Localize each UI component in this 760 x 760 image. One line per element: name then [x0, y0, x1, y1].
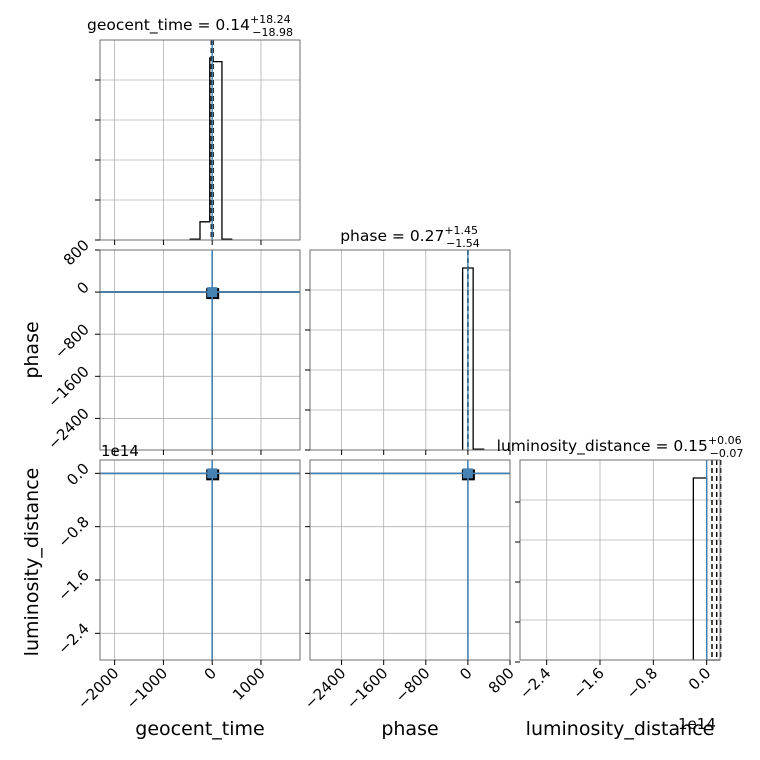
xtick-label-phase: 0	[456, 664, 475, 683]
ytick-label-luminosity_distance: −2.4	[54, 619, 92, 657]
panel-frame	[99, 249, 301, 451]
exponent-label-x: 1e14	[678, 715, 716, 733]
ytick-label-luminosity_distance: −1.6	[54, 566, 92, 604]
xtick-label-phase: −2400	[301, 664, 350, 713]
panel-frame	[309, 459, 511, 661]
title-text: phase = 0.27+1.45 −1.54	[340, 224, 480, 250]
title-text: luminosity_distance = 0.15+0.06 −0.07	[497, 434, 744, 460]
title-phase: phase = 0.27+1.45 −1.54	[340, 224, 480, 250]
histogram-luminosity_distance	[692, 460, 722, 661]
panel-frame	[309, 249, 511, 451]
xtick-label-luminosity_distance: −1.6	[569, 664, 607, 702]
scatter-geocent_time-luminosity_distance	[100, 460, 300, 660]
histogram-phase	[461, 250, 485, 450]
xtick-label-phase: 800	[485, 664, 518, 697]
xtick-label-luminosity_distance: −2.4	[516, 664, 554, 702]
panel-frame	[99, 39, 301, 241]
truth-marker	[207, 287, 218, 298]
panel-geocent_time-luminosity_distance	[100, 460, 300, 660]
panel-phase-phase	[310, 250, 511, 450]
ytick-label-phase: −1600	[44, 362, 93, 411]
scatter-geocent_time-phase	[100, 250, 300, 450]
xtick-label-luminosity_distance: 0.0	[685, 664, 715, 694]
ytick-label-phase: −800	[51, 320, 93, 362]
ytick-label-phase: 0	[73, 278, 92, 297]
xtick-label-geocent_time: 0	[201, 664, 220, 683]
ylabel-luminosity-distance: luminosity_distance	[21, 468, 43, 657]
ylabel-phase: phase	[21, 321, 43, 378]
panel-frame	[519, 459, 721, 661]
ytick-label-luminosity_distance: −0.8	[54, 513, 92, 551]
title-luminosity_distance: luminosity_distance = 0.15+0.06 −0.07	[497, 434, 744, 460]
panel-geocent_time-phase	[100, 249, 300, 450]
title-geocent_time: geocent_time = 0.14+18.24 −18.98	[87, 13, 293, 39]
histogram-geocent_time	[189, 40, 233, 240]
histogram-bars	[461, 267, 485, 450]
xlabel-phase: phase	[381, 718, 438, 740]
xlabel-luminosity-distance: luminosity_distance	[526, 718, 715, 740]
xlabel-geocent-time: geocent_time	[135, 718, 264, 740]
ytick-label-phase: 800	[60, 236, 93, 269]
panel-frame	[99, 459, 301, 661]
title-text: geocent_time = 0.14+18.24 −18.98	[87, 13, 293, 39]
xtick-label-geocent_time: −2000	[74, 664, 123, 713]
xtick-label-geocent_time: −1000	[123, 664, 172, 713]
ytick-label-luminosity_distance: 0.0	[63, 459, 93, 489]
scatter-phase-luminosity_distance	[310, 460, 510, 660]
panel-geocent_time-geocent_time	[100, 40, 300, 240]
xtick-label-luminosity_distance: −0.8	[623, 664, 661, 702]
truth-marker	[207, 468, 218, 479]
xtick-label-phase: −800	[392, 664, 434, 706]
panel-luminosity_distance-luminosity_distance	[520, 460, 720, 660]
panel-phase-luminosity_distance	[310, 460, 511, 660]
xtick-label-phase: −1600	[343, 664, 392, 713]
ytick-label-phase: −2400	[44, 405, 93, 454]
truth-marker	[462, 468, 473, 479]
exponent-label-y: 1e14	[101, 442, 139, 460]
xtick-label-geocent_time: 1000	[229, 664, 269, 704]
